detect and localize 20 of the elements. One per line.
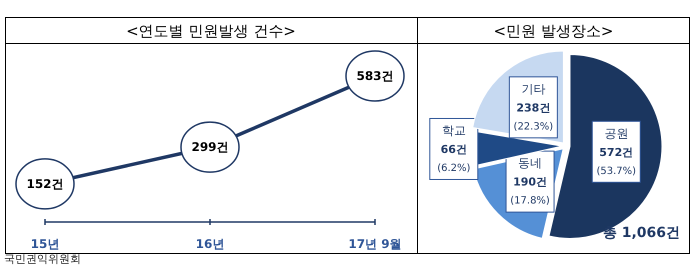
x-tick-label: 15년	[30, 237, 60, 251]
label-bubble: 152건	[15, 158, 75, 210]
label-bubble: 583건	[345, 50, 405, 102]
data-label: 66건 (6.2%)	[437, 142, 470, 174]
data-label: 152건	[26, 176, 64, 191]
slice-label: 공원	[604, 126, 628, 140]
data-label: 190건 (17.8%)	[510, 176, 550, 207]
data-label: 238건 (22.3%)	[514, 101, 554, 132]
chart-title: <연도별 민원발생 건수>	[126, 22, 296, 40]
slice-label: 기타	[521, 82, 546, 96]
text: 국민권익위원회	[4, 252, 81, 265]
slice-label: 학교	[442, 123, 466, 138]
chart-title: <민원 발생장소>	[494, 22, 614, 40]
slice-label: 동네	[518, 156, 542, 170]
data-label: 572건 (53.7%)	[596, 146, 636, 177]
data-label: 583건	[356, 69, 394, 83]
data-label: 299건	[191, 140, 229, 154]
x-tick-label: 17년 9월	[348, 237, 402, 251]
x-tick-label: 16년	[196, 237, 224, 251]
label-bubble: 299건	[180, 121, 240, 173]
